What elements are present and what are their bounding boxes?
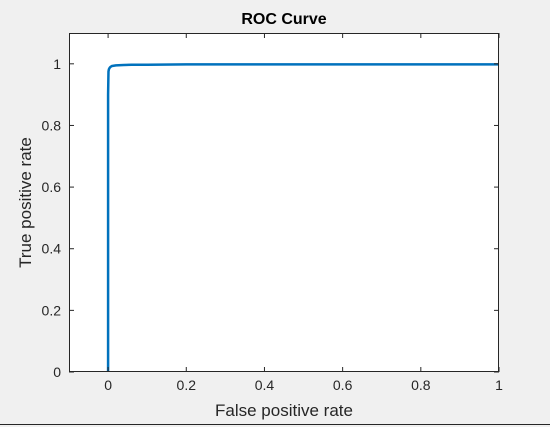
y-axis-ticks: 0 0.2 0.4 0.6 0.8 1	[42, 56, 499, 380]
plot-area	[69, 33, 499, 372]
y-tick-label: 0.4	[42, 241, 62, 257]
y-axis-label: True positive rate	[16, 137, 35, 268]
plot-frame	[69, 33, 499, 372]
y-tick-label: 1	[53, 56, 61, 72]
x-tick-label: 0.8	[411, 377, 431, 393]
y-tick-label: 0.6	[42, 179, 62, 195]
x-tick-label: 0.6	[333, 377, 353, 393]
y-tick-label: 0	[53, 364, 61, 380]
roc-curve-line	[106, 63, 499, 372]
y-tick-label: 0.2	[42, 302, 62, 318]
x-axis-ticks: 0 0.2 0.4 0.6 0.8 1	[104, 33, 503, 393]
x-tick-label: 0	[104, 377, 112, 393]
x-tick-label: 1	[495, 377, 503, 393]
y-tick-label: 0.8	[42, 117, 62, 133]
x-tick-label: 0.4	[255, 377, 275, 393]
series-layer	[106, 63, 499, 372]
x-tick-label: 0.2	[177, 377, 197, 393]
x-axis-label: False positive rate	[215, 401, 353, 420]
chart-title: ROC Curve	[241, 11, 326, 28]
